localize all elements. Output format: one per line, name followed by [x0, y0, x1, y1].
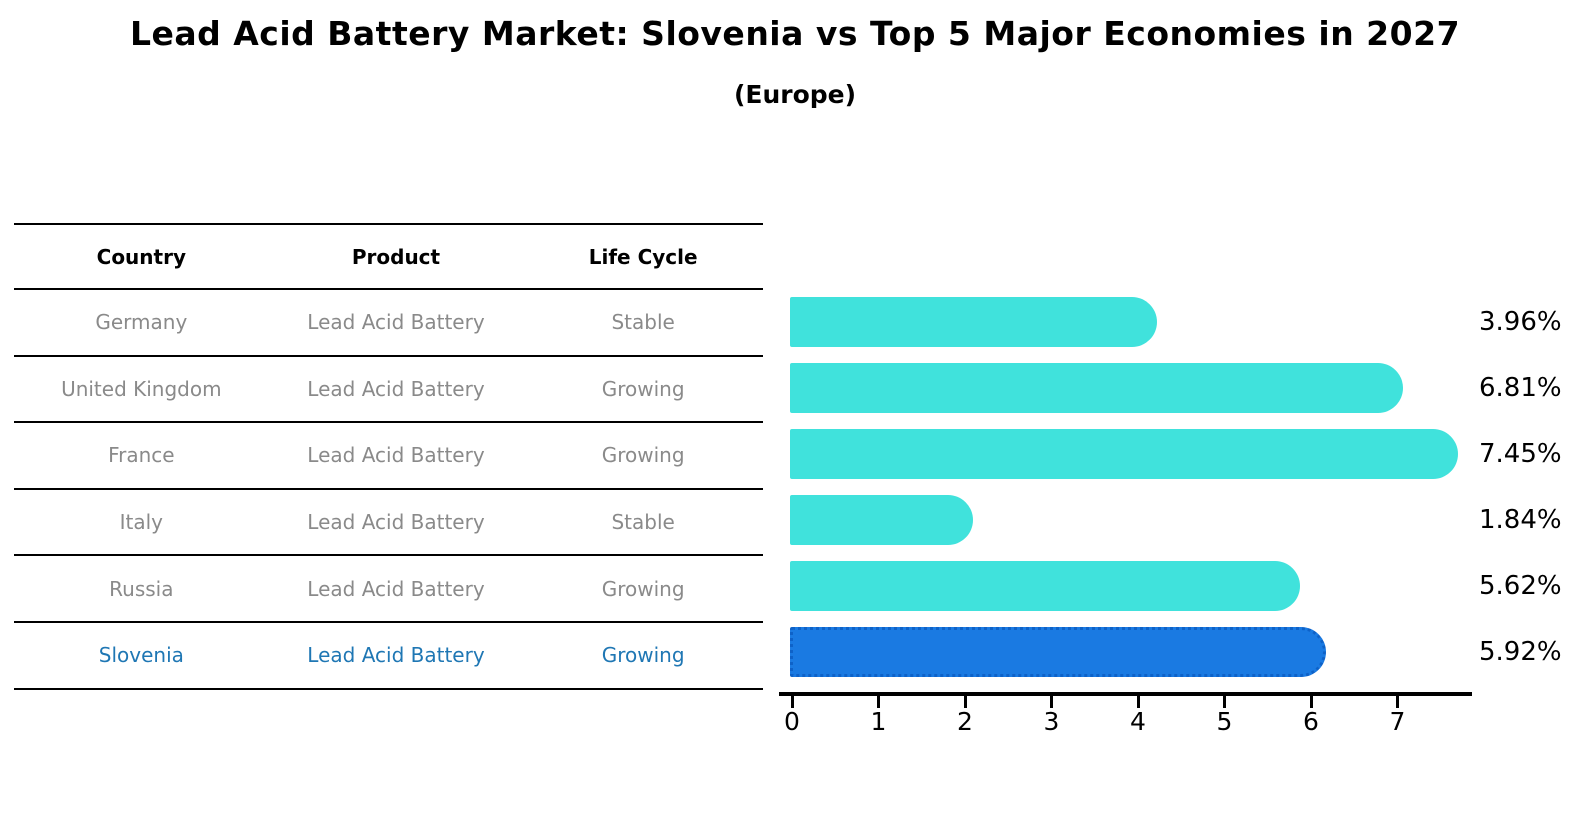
x-axis-tick-label: 5 — [1216, 707, 1233, 736]
bar-russia — [790, 561, 1301, 611]
column-header-country: Country — [96, 244, 186, 269]
bar-united-kingdom — [790, 363, 1404, 413]
bar-germany — [790, 297, 1157, 347]
x-axis-tick-label: 3 — [1043, 707, 1060, 736]
cell-life-cycle: Growing — [601, 576, 685, 601]
bar-value-label: 6.81% — [1479, 373, 1562, 403]
cell-country: Germany — [95, 310, 188, 335]
bar-value-label: 3.96% — [1479, 307, 1562, 337]
cell-product: Lead Acid Battery — [307, 376, 485, 401]
cell-product: Lead Acid Battery — [307, 443, 485, 468]
chart-title: Lead Acid Battery Market: Slovenia vs To… — [129, 14, 1461, 53]
table-row-slovenia: Slovenia Lead Acid Battery Growing — [14, 620, 763, 688]
x-axis-tick-label: 7 — [1389, 707, 1406, 736]
table-row: Germany Lead Acid Battery Stable — [14, 288, 763, 355]
bar-france — [790, 429, 1459, 479]
cell-product: Lead Acid Battery — [307, 643, 485, 668]
cell-product: Lead Acid Battery — [307, 510, 485, 535]
table-row: Russia Lead Acid Battery Growing — [14, 554, 763, 621]
x-axis-tick-label: 1 — [870, 707, 887, 736]
x-axis-tick — [1309, 695, 1313, 708]
cell-country: Slovenia — [98, 643, 184, 668]
table-header-row: Country Product Life Cycle — [14, 223, 763, 288]
table-row: Italy Lead Acid Battery Stable — [14, 487, 763, 555]
x-axis-tick — [1223, 695, 1226, 708]
x-axis-tick-label: 2 — [957, 707, 973, 736]
x-axis-tick-label: 6 — [1303, 707, 1319, 736]
cell-country: Italy — [119, 510, 164, 535]
bar-italy — [790, 495, 974, 545]
x-axis-line — [779, 692, 1472, 696]
table-row: United Kingdom Lead Acid Battery Growing — [14, 354, 763, 422]
cell-country: United Kingdom — [61, 376, 222, 401]
x-axis-tick-label: 0 — [784, 707, 800, 736]
cell-product: Lead Acid Battery — [307, 310, 485, 335]
x-axis-tick-label: 4 — [1130, 707, 1146, 736]
cell-life-cycle: Stable — [611, 310, 675, 335]
cell-life-cycle: Growing — [601, 376, 685, 401]
column-header-life-cycle: Life Cycle — [588, 244, 698, 269]
bar-slovenia — [790, 627, 1327, 677]
cell-life-cycle: Stable — [611, 510, 675, 535]
bar-value-label: 1.84% — [1479, 505, 1562, 535]
column-header-product: Product — [351, 244, 441, 269]
table-row: France Lead Acid Battery Growing — [14, 421, 763, 488]
cell-life-cycle: Growing — [601, 643, 685, 668]
x-axis-tick — [1050, 695, 1053, 708]
x-axis-tick — [963, 695, 967, 708]
x-axis-tick — [1136, 695, 1140, 708]
bar-value-label: 5.62% — [1479, 571, 1562, 601]
cell-life-cycle: Growing — [601, 443, 685, 468]
cell-product: Lead Acid Battery — [307, 576, 485, 601]
cell-country: Russia — [109, 576, 174, 601]
bar-value-label: 5.92% — [1479, 637, 1562, 667]
x-axis-tick — [877, 695, 880, 708]
x-axis-tick — [1396, 695, 1399, 708]
comparison-table: Country Product Life Cycle Germany Lead … — [14, 223, 763, 690]
x-axis-tick — [790, 695, 794, 708]
chart-subtitle: (Europe) — [733, 80, 857, 109]
bar-value-label: 7.45% — [1479, 439, 1562, 469]
cell-country: France — [108, 443, 175, 468]
